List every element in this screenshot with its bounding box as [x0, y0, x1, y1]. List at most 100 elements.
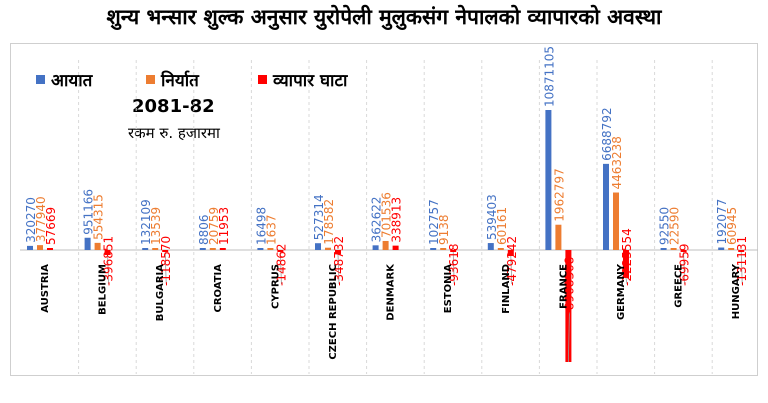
data-label-deficit-estonia: -93618	[447, 243, 461, 286]
bar-export-hungary	[728, 248, 735, 250]
data-label-export-france: 1962797	[552, 168, 566, 221]
category-label-croatia: CROATIA	[213, 264, 224, 313]
legend-import-swatch	[36, 75, 45, 84]
data-label-import-croatia: 8806	[197, 214, 211, 245]
legend-deficit: व्यापार घाटा	[258, 68, 347, 91]
label-leader-hungary	[740, 251, 743, 285]
data-label-export-germany: 4463238	[610, 136, 624, 189]
bar-import-france	[545, 110, 552, 250]
chart-frame	[10, 43, 758, 376]
bar-import-czech-republic	[315, 243, 321, 250]
data-label-import-hungary: 192077	[715, 199, 729, 245]
category-label-estonia: ESTONIA	[443, 264, 454, 313]
legend-deficit-swatch	[258, 75, 267, 84]
data-label-deficit-germany: -2225554	[620, 228, 634, 286]
category-label-czech-republic: CZECH REPUBLIC	[328, 264, 339, 360]
bar-export-czech-republic	[325, 247, 331, 250]
data-label-import-greece: 92550	[658, 207, 672, 245]
bar-export-denmark	[382, 240, 389, 250]
label-leader-estonia	[452, 251, 455, 285]
bar-deficit-hungary	[738, 250, 745, 252]
data-label-deficit-denmark: 338913	[390, 197, 404, 243]
legend-export-label: निर्यात	[161, 71, 199, 91]
data-label-deficit-belgium: -396851	[102, 236, 116, 286]
bar-deficit-czech-republic	[335, 250, 341, 255]
bar-import-finland	[487, 243, 494, 250]
chart-title: शुन्य भन्सार शुल्क अनुसार युरोपेली मुलुक…	[106, 5, 662, 29]
unit-label: रकम रु. हजारमा	[128, 124, 220, 142]
bar-export-austria	[37, 245, 43, 250]
bar-import-austria	[27, 245, 33, 250]
legend-import-label: आयात	[51, 71, 93, 91]
bar-deficit-finland	[507, 250, 514, 257]
category-label-denmark: DENMARK	[386, 263, 397, 321]
bar-export-croatia	[209, 248, 216, 250]
data-label-import-austria: 320270	[24, 197, 38, 243]
bar-deficit-estonia	[450, 250, 457, 252]
legend-export-swatch	[146, 75, 155, 84]
legend-import: आयात	[36, 68, 92, 91]
data-label-export-denmark: 701536	[380, 192, 394, 238]
label-leader-cyprus	[280, 251, 282, 285]
bar-import-germany	[603, 163, 609, 250]
bar-export-france	[555, 224, 562, 250]
data-label-deficit-cyprus: -14862	[274, 243, 288, 286]
data-label-import-germany: 6688792	[600, 107, 614, 160]
data-label-deficit-bulgaria: -118570	[159, 236, 173, 286]
data-label-import-cyprus: 16498	[254, 207, 268, 245]
bar-deficit-bulgaria	[162, 250, 169, 252]
data-label-import-bulgaria: 132109	[139, 199, 153, 245]
data-label-export-cyprus: 1637	[264, 214, 278, 245]
bar-export-bulgaria	[152, 248, 159, 250]
bar-import-bulgaria	[142, 248, 149, 250]
bar-deficit-croatia	[219, 248, 226, 250]
label-leader-bulgaria	[164, 251, 167, 285]
data-label-deficit-hungary: -131131	[735, 236, 749, 286]
data-label-import-denmark: 362622	[370, 197, 384, 243]
category-label-france: FRANCE	[558, 264, 569, 309]
label-leader-greece	[683, 251, 685, 285]
data-label-export-estonia: 9138	[437, 214, 451, 245]
label-leader-france	[568, 312, 570, 363]
category-label-bulgaria: BULGARIA	[155, 264, 166, 321]
data-label-export-belgium: 554315	[92, 194, 106, 240]
bar-import-croatia	[199, 248, 206, 250]
data-label-deficit-france: -8908308	[562, 257, 576, 315]
label-leader-germany	[625, 277, 628, 285]
bar-deficit-denmark	[392, 245, 399, 250]
bar-import-hungary	[718, 247, 725, 250]
category-label-germany: GERMANY	[616, 263, 627, 320]
bar-deficit-germany	[623, 250, 629, 278]
category-label-cyprus: CYPRUS	[270, 264, 281, 309]
bar-import-cyprus	[257, 248, 264, 250]
data-label-export-croatia: 20759	[207, 207, 221, 245]
category-label-greece: GREECE	[674, 264, 685, 308]
bar-import-greece	[660, 248, 667, 250]
data-label-export-greece: 22590	[668, 207, 682, 245]
label-leader-finland	[510, 256, 513, 285]
data-label-deficit-austria: 57669	[44, 207, 58, 245]
category-label-hungary: HUNGARY	[731, 263, 742, 319]
bar-export-finland	[497, 248, 504, 250]
bar-import-denmark	[372, 245, 379, 250]
bar-import-estonia	[430, 248, 437, 250]
legend-export: निर्यात	[146, 68, 199, 91]
bar-deficit-belgium	[104, 250, 111, 255]
bar-export-belgium	[94, 242, 101, 250]
bar-deficit-france	[565, 250, 572, 362]
label-leader-belgium	[107, 254, 109, 285]
label-leader-czech-republic	[337, 254, 340, 285]
